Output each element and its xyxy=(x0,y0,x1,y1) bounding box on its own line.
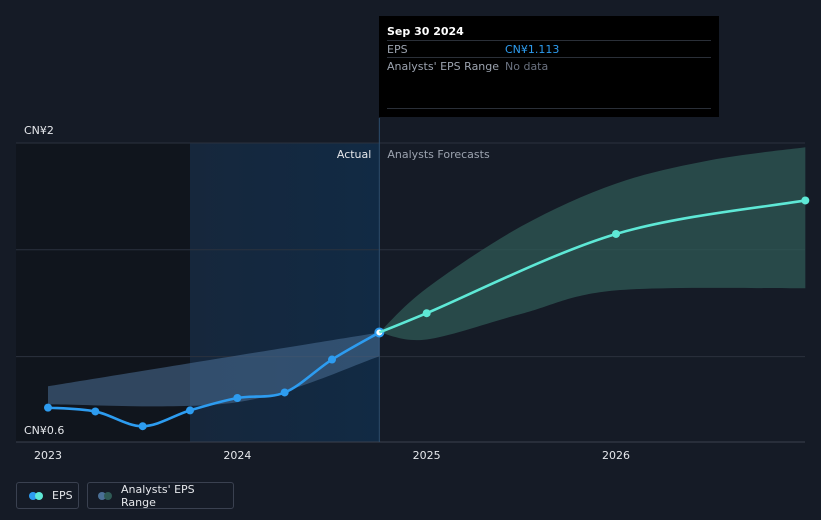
eps-point-actual-5 xyxy=(280,388,289,397)
eps-swatch-icon xyxy=(29,491,45,500)
tooltip-row-range: Analysts' EPS Range No data xyxy=(387,57,711,75)
eps-point-forecast-3 xyxy=(801,196,810,205)
tooltip-eps-value: CN¥1.113 xyxy=(505,43,560,56)
y-tick-label-top: CN¥2 xyxy=(24,124,54,137)
x-tick-label-2025: 2025 xyxy=(413,449,441,462)
eps-line-forecast xyxy=(378,199,806,334)
legend-eps-label: EPS xyxy=(52,489,73,502)
eps-point-actual-6 xyxy=(328,355,336,364)
eps-point-actual-2 xyxy=(138,422,147,431)
eps-range-band-forecast xyxy=(379,147,806,341)
actual-region-label: Actual xyxy=(337,148,371,161)
eps-point-actual-3 xyxy=(186,406,194,415)
eps-range-band-actual xyxy=(48,332,380,407)
tooltip-date: Sep 30 2024 xyxy=(387,25,464,38)
x-tick-label-2026: 2026 xyxy=(602,449,630,462)
tooltip-row-eps: EPS CN¥1.113 xyxy=(387,40,711,58)
eps-line-actual xyxy=(47,331,380,428)
tooltip-range-label: Analysts' EPS Range xyxy=(387,60,500,73)
eps-range-swatch-icon xyxy=(98,491,114,500)
forecast-region-label: Analysts Forecasts xyxy=(387,148,490,161)
eps-point-forecast-1 xyxy=(422,309,431,318)
tooltip-range-value: No data xyxy=(505,60,549,73)
eps-point-actual-1 xyxy=(91,407,100,416)
legend-eps-range-label: Analysts' EPS Range xyxy=(121,482,195,509)
legend-item-eps-range[interactable]: Analysts' EPS Range xyxy=(87,482,234,509)
tooltip: Sep 30 2024 EPS CN¥1.113 Analysts' EPS R… xyxy=(379,16,719,117)
tooltip-divider xyxy=(387,108,711,109)
eps-point-actual-0 xyxy=(44,403,52,412)
x-tick-label-2023: 2023 xyxy=(34,449,62,462)
tooltip-eps-label: EPS xyxy=(387,43,408,56)
y-tick-label-bottom: CN¥0.6 xyxy=(24,424,65,437)
x-tick-label-2024: 2024 xyxy=(223,449,251,462)
eps-point-actual-4 xyxy=(233,394,242,403)
eps-point-forecast-2 xyxy=(612,229,620,238)
legend-item-eps[interactable]: EPS xyxy=(16,482,79,509)
